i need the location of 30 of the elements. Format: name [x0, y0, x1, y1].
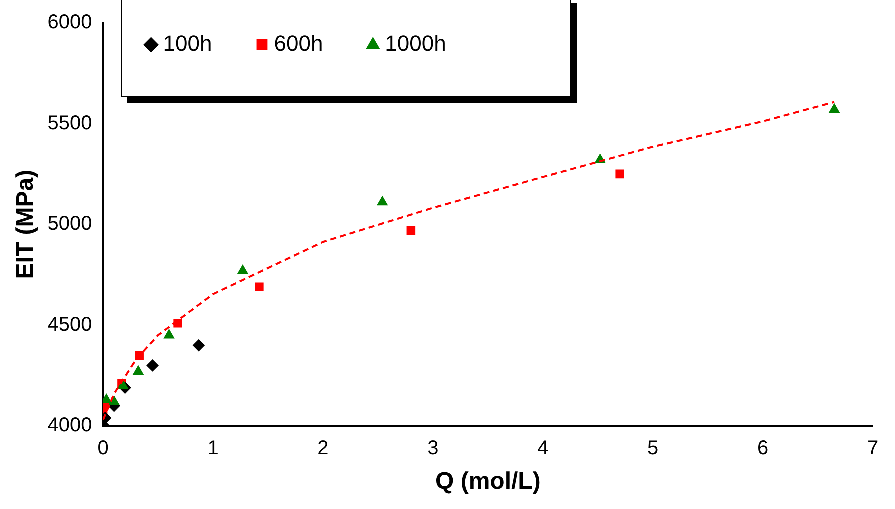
x-tick-label: 5: [648, 438, 659, 460]
point: [406, 226, 416, 236]
x-tick-label: 0: [98, 438, 109, 460]
y-tick-label: 6000: [48, 12, 92, 34]
x-tick-label: 4: [538, 438, 549, 460]
legend-label: 600h: [274, 31, 324, 56]
y-tick-label: 5500: [48, 112, 92, 134]
point: [829, 104, 840, 113]
x-tick-label: 3: [428, 438, 439, 460]
y-tick-label: 4000: [48, 414, 92, 437]
point: [133, 366, 144, 376]
x-axis-title: Q (mol/L): [435, 468, 541, 496]
x-tick-label: 2: [318, 438, 329, 460]
y-tick-label: 5000: [48, 213, 92, 236]
point: [146, 360, 159, 372]
point: [109, 396, 120, 406]
y-tick-label: 4500: [48, 314, 92, 336]
point: [192, 340, 205, 352]
point: [238, 264, 248, 274]
point: [377, 196, 388, 206]
point: [174, 318, 182, 328]
point: [164, 329, 175, 339]
x-tick-label: 1: [208, 438, 219, 460]
x-tick-label: 6: [757, 438, 769, 460]
legend-label: 100h: [163, 31, 212, 56]
point: [255, 282, 264, 292]
x-tick-label: 7: [867, 438, 879, 460]
y-axis-title: EIT (MPa): [12, 170, 40, 280]
point: [616, 170, 624, 179]
legend-label: 1000h: [385, 31, 446, 56]
